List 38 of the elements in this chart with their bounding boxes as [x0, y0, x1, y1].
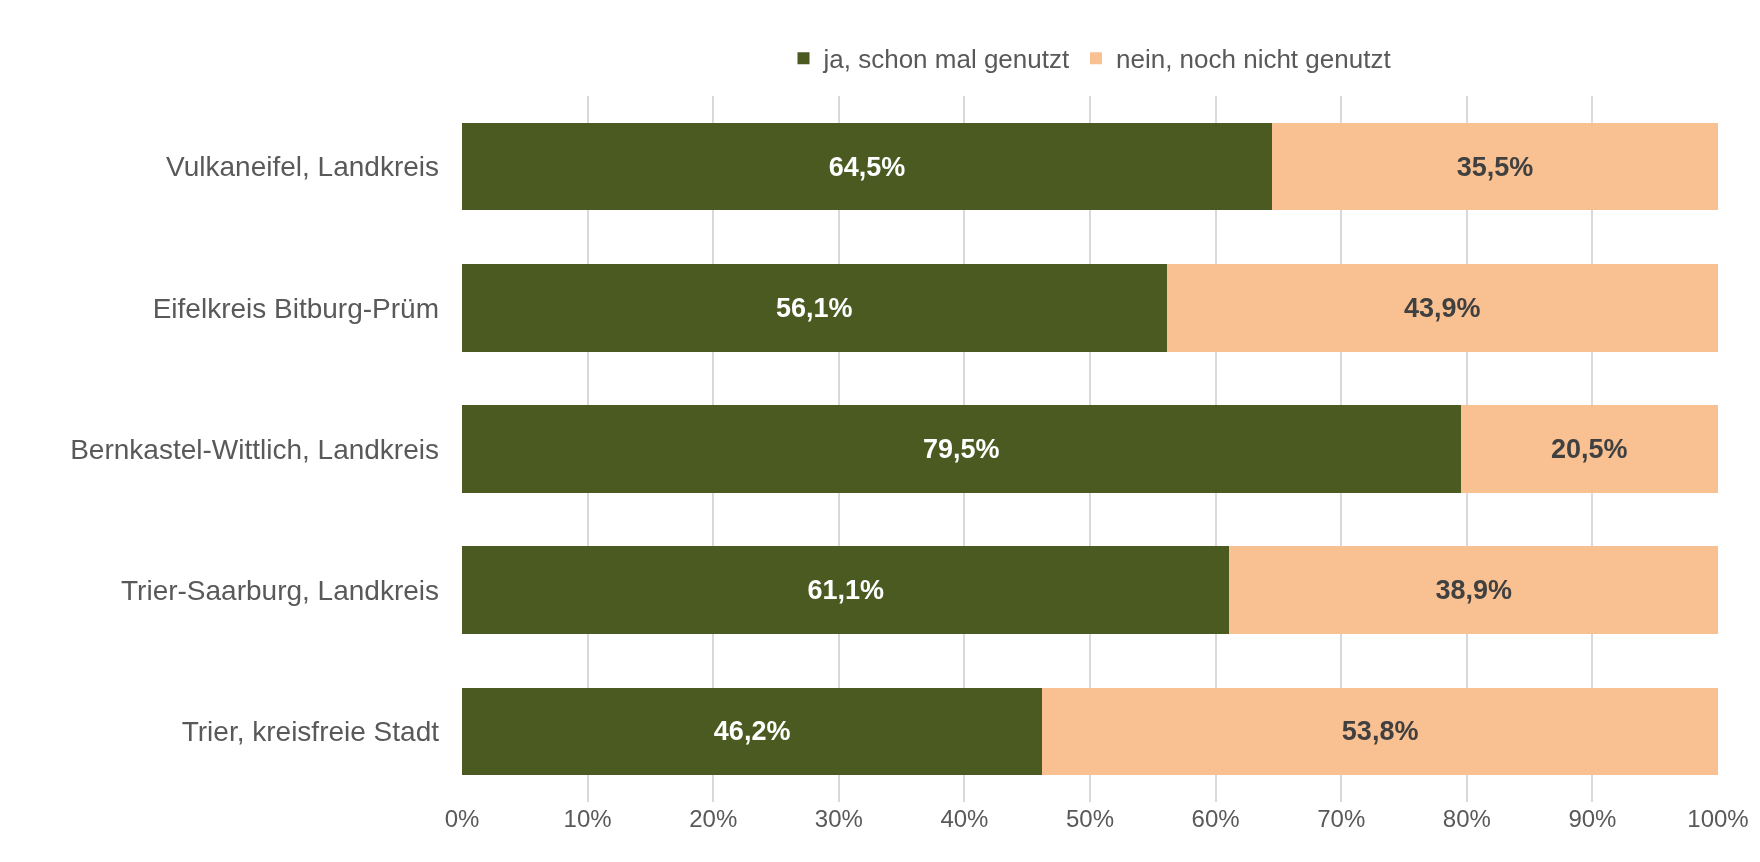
x-tick-label: 50%: [1065, 805, 1115, 832]
x-tick-label: 20%: [689, 805, 738, 832]
y-tick-label: Trier, kreisfreie Stadt: [181, 716, 440, 748]
data-label: 20,5%: [1550, 434, 1628, 464]
legend-label: ja, schon mal genutzt: [822, 44, 1070, 75]
y-tick-label: Vulkaneifel, Landkreis: [166, 151, 439, 183]
data-label: 43,9%: [1404, 292, 1481, 323]
data-label: 46,2%: [713, 716, 791, 747]
bar: [462, 122, 1273, 211]
data-label: 56,1%: [776, 292, 853, 323]
bar: [462, 546, 1230, 634]
x-tick-label: 80%: [1442, 805, 1491, 832]
data-label: 61,1%: [807, 575, 884, 606]
x-tick-label: 0%: [444, 805, 480, 832]
bar: [462, 405, 1461, 493]
y-tick-label: Trier-Saarburg, Landkreis: [121, 575, 439, 606]
x-tick-label: 100%: [1687, 805, 1749, 832]
bar: [1166, 264, 1718, 352]
bar: [1272, 122, 1718, 211]
data-label: 53,8%: [1341, 716, 1419, 747]
data-label: 79,5%: [922, 434, 1000, 464]
bar: [462, 687, 1043, 776]
data-label: 38,9%: [1435, 575, 1512, 606]
data-label: 64,5%: [828, 151, 906, 182]
x-tick-label: 90%: [1568, 805, 1617, 832]
x-tick-label: 40%: [940, 805, 989, 832]
legend-label: nein, noch nicht genutzt: [1115, 44, 1392, 75]
x-tick-label: 60%: [1191, 805, 1240, 832]
data-label: 35,5%: [1456, 151, 1534, 182]
y-tick-label: Bernkastel-Wittlich, Landkreis: [70, 433, 439, 465]
bar: [1229, 546, 1718, 634]
bar: [1042, 687, 1718, 776]
x-tick-label: 10%: [563, 805, 612, 832]
y-tick-label: Eifelkreis Bitburg-Prüm: [152, 292, 439, 324]
x-tick-label: 30%: [814, 805, 863, 832]
bar: [1460, 405, 1718, 493]
x-tick-label: 70%: [1317, 805, 1366, 832]
bar: [462, 264, 1167, 352]
